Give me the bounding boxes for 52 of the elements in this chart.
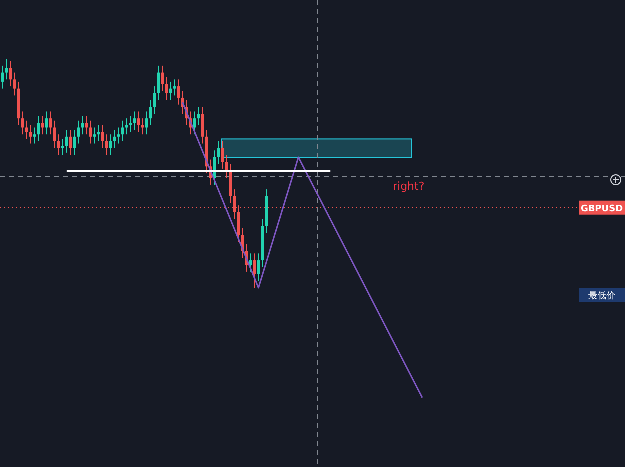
candlestick: [77, 120, 80, 144]
text: 最低价: [588, 290, 616, 302]
candlestick: [161, 65, 164, 92]
candlestick: [89, 120, 92, 144]
candlestick: [257, 253, 260, 282]
candlestick: [253, 253, 256, 288]
candlestick: [93, 127, 96, 144]
candlestick: [157, 65, 160, 101]
ref-line-label: GBPUSD: [580, 204, 624, 214]
candlestick: [101, 124, 104, 149]
candlestick: [13, 72, 16, 96]
candlestick: [201, 106, 204, 144]
candlestick: [133, 111, 136, 131]
candlestick: [21, 111, 24, 136]
candlestick: [149, 100, 152, 126]
annotation: right?: [393, 180, 425, 193]
candlestick: [33, 127, 36, 144]
candlestick: [61, 138, 64, 156]
candlestick: [81, 116, 84, 136]
candlestick: [37, 116, 40, 142]
candlestick: [29, 124, 32, 144]
candlestick: [137, 111, 140, 133]
candlestick: [113, 130, 116, 149]
candlestick: [45, 111, 48, 136]
candlestick: [129, 116, 132, 133]
candlestick: [53, 120, 56, 149]
candlestick: [25, 120, 28, 140]
candlestick: [5, 58, 8, 80]
candlestick: [165, 76, 168, 101]
candlestick: [2, 65, 4, 90]
candlestick: [145, 111, 148, 136]
candlestick: [197, 106, 200, 126]
candlestick: [41, 116, 44, 136]
candlestick: [177, 79, 180, 106]
candlestick: [9, 60, 12, 88]
candlestick: [105, 134, 108, 156]
candlestick: [69, 130, 72, 156]
candlestick: [65, 130, 68, 154]
candlestick: [173, 79, 176, 96]
candlestick: [153, 86, 156, 115]
candlestick: [49, 111, 52, 136]
candlestick: [193, 111, 196, 136]
candlestick: [169, 81, 172, 101]
candlestick: [109, 134, 112, 156]
candlestick: [57, 134, 60, 156]
candlestick: [221, 140, 224, 170]
candlestick: [217, 140, 220, 165]
candlestick: [121, 120, 124, 142]
candlestick: [225, 154, 228, 179]
candlestick: [73, 130, 76, 156]
candlestick: [85, 116, 88, 136]
candlestick: [117, 127, 120, 144]
